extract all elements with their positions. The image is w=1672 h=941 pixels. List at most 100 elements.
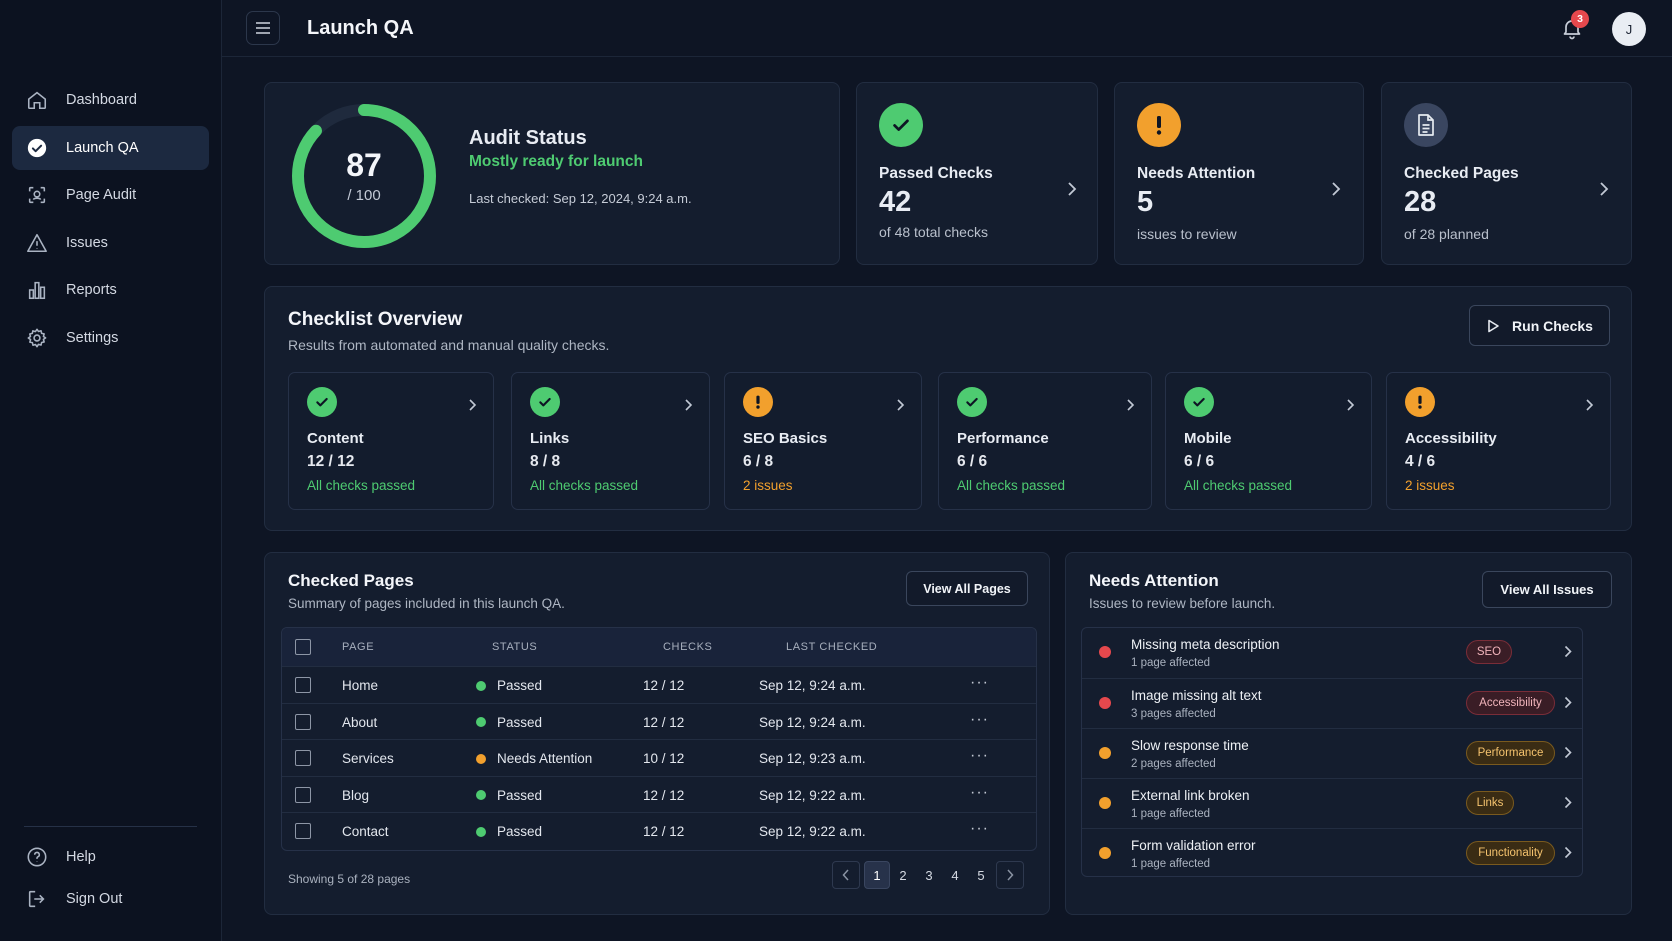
check-card-accessibility[interactable]: Accessibility 4 / 6 2 issues (1386, 372, 1611, 510)
stat-card-checked-pages[interactable]: Checked Pages 28 of 28 planned (1381, 82, 1632, 265)
row-checkbox[interactable] (295, 677, 311, 693)
more-options-icon[interactable]: ··· (970, 747, 989, 765)
chevron-right-icon (1564, 846, 1572, 859)
page-button-5[interactable]: 5 (977, 867, 985, 883)
sidebar-item-launch-qa[interactable]: Launch QA (12, 125, 209, 170)
pages-footer-text: Showing 5 of 28 pages (288, 872, 411, 886)
more-options-icon[interactable]: ··· (970, 710, 989, 728)
issue-item[interactable]: Image missing alt text 3 pages affected … (1082, 678, 1582, 728)
table-row[interactable]: Services Needs Attention 10 / 12 Sep 12,… (282, 739, 1036, 776)
issue-affected: 2 pages affected (1131, 758, 1216, 770)
check-icon (307, 387, 337, 417)
sidebar-item-dashboard[interactable]: Dashboard (12, 78, 209, 122)
cell-status: Passed (476, 678, 542, 693)
page-title: Launch QA (307, 17, 414, 39)
status-label: Passed (497, 714, 543, 730)
menu-toggle-button[interactable] (246, 11, 280, 45)
check-card-seo-basics[interactable]: SEO Basics 6 / 8 2 issues (724, 372, 922, 510)
issue-item[interactable]: Slow response time 2 pages affected Perf… (1082, 728, 1582, 778)
chevron-right-icon (897, 399, 905, 411)
sidebar-item-issues[interactable]: Issues (12, 221, 209, 265)
check-card-mobile[interactable]: Mobile 6 / 6 All checks passed (1165, 372, 1372, 510)
severity-dot (1099, 646, 1111, 658)
exclamation-icon (1405, 387, 1435, 417)
more-options-icon[interactable]: ··· (970, 783, 989, 801)
next-page-button[interactable] (996, 861, 1024, 889)
page-button-2[interactable]: 2 (899, 867, 907, 883)
issue-affected: 1 page affected (1131, 858, 1211, 870)
play-icon (1488, 319, 1499, 332)
check-circle-icon (27, 138, 47, 157)
stat-label: Checked Pages (1404, 165, 1519, 182)
cell-page: Blog (342, 787, 370, 803)
row-checkbox[interactable] (295, 713, 311, 730)
row-checkbox[interactable] (295, 750, 311, 767)
check-icon (530, 387, 560, 417)
view-all-issues-button[interactable]: View All Issues (1482, 571, 1612, 608)
sidebar-item-reports[interactable]: Reports (12, 268, 209, 312)
sidebar-item-page-audit[interactable]: Page Audit (12, 173, 209, 217)
stat-card-passed-checks[interactable]: Passed Checks 42 of 48 total checks (856, 82, 1098, 265)
severity-dot (1099, 797, 1111, 809)
sidebar-item-label: Dashboard (66, 92, 137, 108)
page-button-1[interactable]: 1 (864, 861, 890, 889)
audit-score-max: / 100 (347, 187, 381, 204)
prev-page-button[interactable] (832, 861, 860, 889)
view-all-pages-button[interactable]: View All Pages (906, 571, 1028, 606)
check-icon (1184, 387, 1214, 417)
cell-last-checked: Sep 12, 9:23 a.m. (759, 751, 866, 767)
cell-status: Passed (476, 715, 542, 730)
sidebar-item-settings[interactable]: Settings (12, 316, 209, 360)
more-options-icon[interactable]: ··· (970, 820, 989, 838)
issue-item[interactable]: Missing meta description 1 page affected… (1082, 628, 1582, 678)
check-name: SEO Basics (743, 430, 828, 447)
table-row[interactable]: Home Passed 12 / 12 Sep 12, 9:24 a.m. ··… (282, 666, 1036, 703)
cell-checks: 12 / 12 (643, 824, 685, 840)
sign-out-icon (28, 890, 45, 907)
cell-page: About (342, 714, 378, 730)
table-row[interactable]: About Passed 12 / 12 Sep 12, 9:24 a.m. ·… (282, 702, 1036, 740)
sidebar-item-label: Sign Out (66, 890, 123, 907)
check-note: All checks passed (957, 478, 1066, 493)
checked-pages-title: Checked Pages (288, 571, 414, 590)
select-all-checkbox[interactable] (295, 639, 311, 655)
check-card-performance[interactable]: Performance 6 / 6 All checks passed (938, 372, 1152, 510)
run-checks-button[interactable]: Run Checks (1469, 305, 1610, 346)
issue-tag: SEO (1466, 640, 1512, 664)
row-checkbox[interactable] (295, 823, 311, 840)
page-button-4[interactable]: 4 (951, 867, 959, 883)
stat-card-needs-attention[interactable]: Needs Attention 5 issues to review (1114, 82, 1364, 265)
table-row[interactable]: Contact Passed 12 / 12 Sep 12, 9:22 a.m.… (282, 812, 1036, 849)
home-icon (27, 91, 47, 110)
more-options-icon[interactable]: ··· (970, 674, 989, 691)
status-dot (476, 790, 486, 801)
issue-item[interactable]: External link broken 1 page affected Lin… (1082, 778, 1582, 828)
chevron-right-icon (1564, 645, 1572, 658)
issue-item[interactable]: Form validation error 1 page affected Fu… (1082, 828, 1582, 876)
gear-icon (27, 328, 47, 347)
check-note: All checks passed (1184, 478, 1293, 493)
status-dot (476, 680, 486, 691)
sidebar-item-sign-out[interactable]: Sign Out (12, 880, 209, 918)
cell-status: Needs Attention (476, 751, 592, 766)
check-score: 6 / 6 (957, 453, 988, 470)
page-button-3[interactable]: 3 (925, 867, 933, 883)
avatar[interactable]: J (1612, 12, 1646, 46)
chevron-right-icon (1332, 182, 1341, 196)
check-note: 2 issues (743, 478, 793, 493)
needs-attention-title: Needs Attention (1089, 571, 1219, 590)
notification-badge: 3 (1571, 10, 1589, 28)
check-card-links[interactable]: Links 8 / 8 All checks passed (511, 372, 710, 510)
chevron-right-icon (1564, 796, 1572, 809)
table-row[interactable]: Blog Passed 12 / 12 Sep 12, 9:22 a.m. ··… (282, 775, 1036, 813)
chevron-right-icon (1564, 696, 1572, 709)
pages-table: PAGE STATUS CHECKS LAST CHECKED Home Pas… (281, 627, 1037, 851)
audit-score: 87 (346, 147, 382, 183)
severity-dot (1099, 847, 1111, 859)
check-card-content[interactable]: Content 12 / 12 All checks passed (288, 372, 494, 510)
check-name: Mobile (1184, 430, 1232, 447)
sidebar-item-help[interactable]: Help (12, 838, 209, 876)
row-checkbox[interactable] (295, 786, 311, 803)
top-bar: Launch QA 3 J (222, 0, 1672, 57)
chevron-right-icon (1347, 399, 1355, 411)
